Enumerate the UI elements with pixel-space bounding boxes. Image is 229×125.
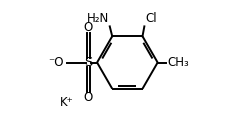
Text: ⁻O: ⁻O [48,56,63,69]
Text: K⁺: K⁺ [60,96,74,108]
Text: S: S [84,56,92,69]
Text: CH₃: CH₃ [166,56,188,69]
Text: H₂N: H₂N [87,12,109,25]
Text: O: O [83,91,93,104]
Text: Cl: Cl [144,12,156,25]
Text: O: O [83,21,93,34]
